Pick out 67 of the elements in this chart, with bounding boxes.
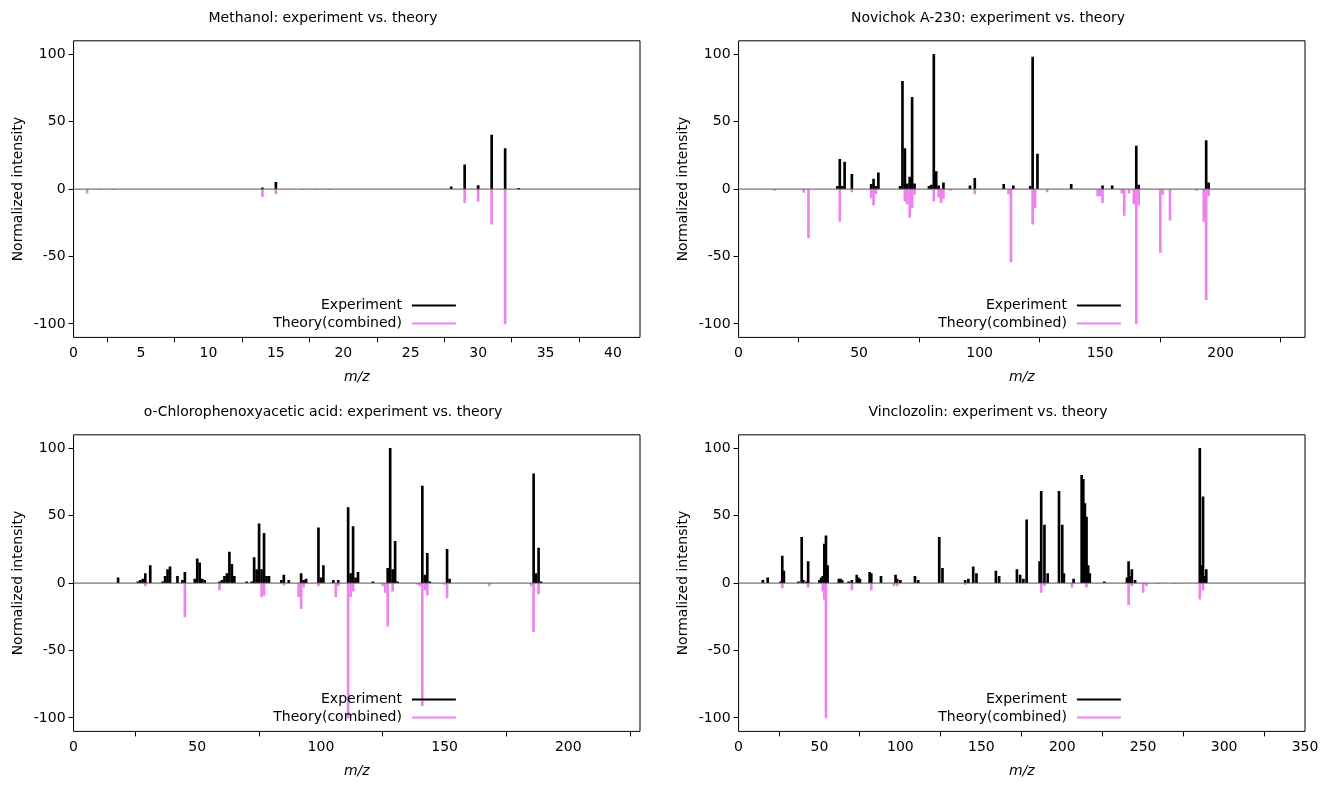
x-tick-label: 100 [307, 738, 335, 755]
y-tick-label: -50 [42, 641, 66, 658]
chart-title: Novichok A-230: experiment vs. theory [850, 9, 1126, 26]
x-tick-label: 15 [266, 344, 285, 361]
x-tick-label: 200 [1048, 738, 1076, 755]
x-tick-label: 0 [734, 344, 744, 361]
legend-label: Theory(combined) [937, 708, 1067, 725]
x-tick-label: 150 [431, 738, 458, 755]
x-tick-label: 50 [810, 738, 829, 755]
x-axis-title: m/z [343, 368, 371, 385]
y-tick-label: 0 [721, 573, 731, 590]
x-tick-label: 250 [1129, 738, 1157, 755]
x-tick-label: 150 [1086, 344, 1114, 361]
y-axis-title: Normalized intensity [674, 510, 691, 656]
chart-title: Methanol: experiment vs. theory [208, 9, 438, 26]
y-tick-label: 50 [47, 506, 66, 523]
x-tick-label: 5 [136, 344, 146, 361]
y-axis-title: Normalized intensity [674, 116, 691, 262]
y-tick-label: 50 [712, 506, 731, 523]
x-tick-label: 100 [966, 344, 993, 361]
x-tick-label: 35 [536, 344, 555, 361]
y-axis-title: Normalized intensity [9, 510, 26, 656]
y-tick-label: -100 [698, 314, 731, 331]
x-tick-label: 350 [1291, 738, 1319, 755]
x-tick-label: 30 [469, 344, 488, 361]
chart-title: Vinclozolin: experiment vs. theory [868, 403, 1108, 420]
y-tick-label: -100 [33, 708, 66, 725]
x-axis-title: m/z [1008, 762, 1036, 779]
legend-label: Theory(combined) [272, 314, 402, 331]
x-tick-label: 50 [850, 344, 868, 361]
y-tick-label: 50 [712, 112, 731, 129]
y-tick-label: -100 [33, 314, 66, 331]
x-tick-label: 0 [69, 738, 79, 755]
x-tick-label: 300 [1210, 738, 1238, 755]
x-tick-label: 10 [199, 344, 218, 361]
legend-label: Experiment [321, 296, 403, 313]
y-tick-label: -50 [42, 247, 66, 264]
y-tick-label: 0 [56, 179, 66, 196]
x-tick-label: 40 [604, 344, 622, 361]
y-tick-label: -100 [698, 708, 731, 725]
y-tick-label: 0 [56, 573, 66, 590]
y-tick-label: 0 [721, 179, 731, 196]
y-tick-label: -50 [707, 247, 731, 264]
x-axis-title: m/z [1008, 368, 1036, 385]
y-tick-label: 50 [47, 112, 66, 129]
x-axis-title: m/z [343, 762, 371, 779]
x-tick-label: 100 [887, 738, 914, 755]
y-tick-label: 100 [703, 44, 731, 61]
y-tick-label: 100 [38, 44, 66, 61]
chart-title: o-Chlorophenoxyacetic acid: experiment vs. theory [143, 403, 503, 420]
legend-label: Experiment [986, 296, 1068, 313]
x-tick-label: 0 [69, 344, 79, 361]
x-tick-label: 25 [401, 344, 420, 361]
y-tick-label: 100 [703, 438, 731, 455]
y-axis-title: Normalized intensity [9, 116, 26, 262]
x-tick-label: 200 [554, 738, 582, 755]
x-tick-label: 20 [334, 344, 353, 361]
y-tick-label: 100 [38, 438, 66, 455]
y-tick-label: -50 [707, 641, 731, 658]
legend-label: Experiment [986, 690, 1068, 707]
x-tick-label: 200 [1207, 344, 1235, 361]
x-tick-label: 150 [967, 738, 995, 755]
legend-label: Experiment [321, 690, 403, 707]
x-tick-label: 0 [734, 738, 744, 755]
legend-label: Theory(combined) [272, 708, 402, 725]
x-tick-label: 50 [188, 738, 207, 755]
legend-label: Theory(combined) [937, 314, 1067, 331]
